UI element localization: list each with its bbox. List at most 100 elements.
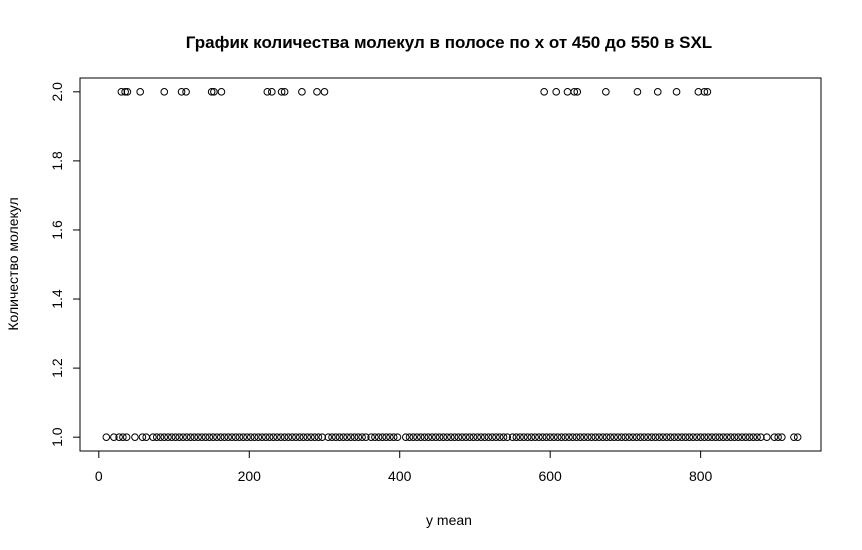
data-point (447, 433, 455, 441)
data-point (719, 433, 728, 441)
data-point (563, 88, 572, 96)
data-point (693, 433, 701, 441)
data-point (217, 88, 226, 96)
data-point (439, 433, 448, 441)
data-point (382, 433, 390, 441)
y-axis: 1.0 1.2 1.4 1.6 1.8 2.0 (49, 82, 81, 447)
data-point (314, 433, 323, 441)
y-tick-label: 1.6 (49, 220, 65, 240)
data-point (123, 88, 132, 96)
data-point (774, 433, 782, 441)
data-point (277, 88, 286, 96)
data-point (700, 433, 709, 441)
data-point (793, 433, 802, 441)
data-point (235, 433, 244, 441)
data-point (389, 433, 398, 441)
data-point (614, 433, 622, 441)
data-point (231, 433, 240, 441)
data-point (570, 88, 579, 96)
data-point (198, 433, 206, 441)
data-point (280, 88, 289, 96)
data-point (310, 433, 319, 441)
data-point (512, 433, 521, 441)
data-point (708, 433, 716, 441)
data-point (492, 433, 500, 441)
data-point (122, 433, 131, 441)
data-point (557, 433, 566, 441)
data-point (454, 433, 463, 441)
data-point (160, 433, 169, 441)
data-point (591, 433, 600, 441)
data-point (152, 433, 161, 441)
x-tick-label: 800 (689, 468, 713, 484)
y-axis-label: Количество молекул (5, 197, 21, 330)
data-point (420, 433, 429, 441)
data-point (183, 433, 191, 441)
data-point (115, 433, 123, 441)
data-point (734, 433, 743, 441)
data-point (164, 433, 172, 441)
data-point (672, 88, 681, 96)
chart-title: График количества молекул в полосе по x … (186, 33, 712, 52)
data-point (550, 433, 558, 441)
plot-frame (79, 77, 822, 452)
data-point (136, 88, 144, 96)
data-point (175, 433, 184, 441)
data-point (640, 433, 649, 441)
data-point (674, 433, 682, 441)
data-point (508, 433, 517, 441)
data-point (246, 433, 255, 441)
data-point (167, 433, 176, 441)
data-point (741, 433, 750, 441)
data-point (201, 433, 210, 441)
data-point (573, 88, 582, 96)
data-point (401, 433, 410, 441)
data-point (606, 433, 615, 441)
data-point (477, 433, 485, 441)
data-point (552, 88, 560, 96)
y-tick-label: 1.8 (49, 151, 65, 171)
data-point (583, 433, 592, 441)
data-point (190, 433, 199, 441)
data-point (678, 433, 686, 441)
y-tick-label: 2.0 (49, 82, 65, 102)
x-tick-label: 200 (238, 468, 262, 484)
data-point (213, 433, 221, 441)
y-tick-label: 1.2 (49, 358, 65, 378)
data-point (715, 433, 724, 441)
data-point (354, 433, 363, 441)
data-point (220, 433, 229, 441)
data-point (313, 88, 321, 96)
data-point (138, 433, 147, 441)
data-point (250, 433, 259, 441)
data-point (207, 88, 216, 96)
data-point (653, 88, 662, 96)
data-point (186, 433, 195, 441)
data-point (182, 88, 190, 96)
data-point (299, 433, 308, 441)
data-point (269, 433, 278, 441)
data-point (177, 88, 186, 96)
data-point (295, 433, 304, 441)
data-point (254, 433, 263, 441)
data-point (495, 433, 504, 441)
data-point (324, 433, 333, 441)
data-point (239, 433, 248, 441)
data-point (531, 433, 539, 441)
data-point (730, 433, 739, 441)
data-point (409, 433, 418, 441)
data-point (488, 433, 497, 441)
data-point (210, 88, 218, 96)
data-point (343, 433, 351, 441)
data-point (484, 433, 493, 441)
data-point (565, 433, 573, 441)
data-point (662, 433, 671, 441)
data-point (542, 433, 551, 441)
data-point (228, 433, 236, 441)
data-point (480, 433, 489, 441)
data-point (131, 433, 139, 441)
data-point (117, 88, 126, 96)
x-tick-label: 600 (538, 468, 562, 484)
data-point (745, 433, 754, 441)
data-point (636, 433, 645, 441)
